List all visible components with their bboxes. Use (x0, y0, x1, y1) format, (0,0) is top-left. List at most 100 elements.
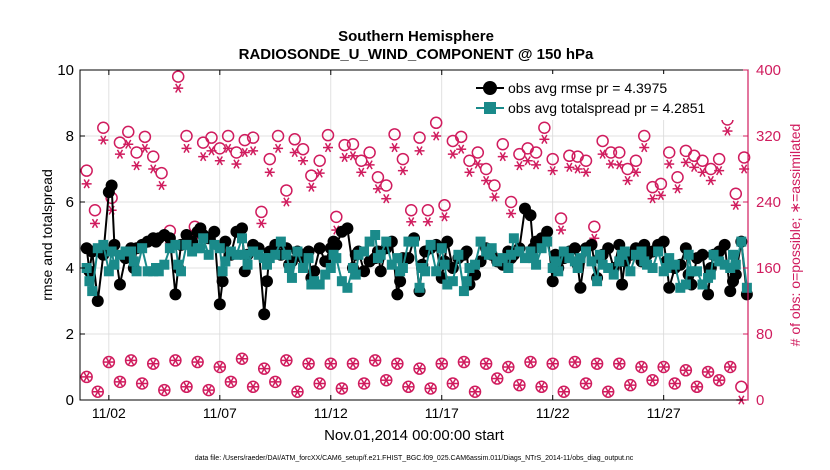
totalspread-point (195, 243, 206, 254)
obs-assimilated-marker (569, 357, 580, 367)
totalspread-point (669, 259, 680, 270)
totalspread-point (381, 236, 392, 247)
obs-assimilated-marker (669, 378, 680, 389)
totalspread-point (309, 276, 320, 287)
totalspread-point (464, 263, 475, 273)
obs-assimilated-marker (248, 382, 259, 392)
asterisk-stroke (671, 378, 678, 389)
totalspread-point (492, 256, 503, 267)
obs-assimilated-marker (431, 131, 442, 141)
asterisk-stroke (607, 159, 615, 169)
totalspread-point (614, 256, 625, 267)
obs-possible-marker (662, 146, 676, 159)
obs-possible-marker (371, 171, 385, 184)
obs-assimilated-marker (231, 159, 242, 169)
obs-assimilated-marker (672, 184, 683, 194)
asterisk-stroke (582, 378, 590, 389)
rmse-point (216, 275, 229, 288)
rmse-point (394, 275, 407, 288)
obs-possible-marker (468, 385, 482, 398)
obs-possible-marker (729, 187, 743, 200)
obs-possible-marker (158, 383, 171, 397)
totalspread-point (98, 239, 109, 250)
totalspread-point (564, 253, 575, 264)
asterisk-stroke (449, 378, 456, 389)
asterisk-stroke (616, 160, 623, 170)
asterisk-stroke (391, 142, 398, 153)
totalspread-point (370, 230, 381, 240)
asterisk-stroke (161, 385, 168, 395)
x-tick-label: 11/17 (425, 405, 459, 421)
obs-possible-marker (269, 375, 282, 389)
obs-possible-marker (613, 357, 626, 370)
y-axis-label: rmse and totalspread (39, 169, 55, 301)
obs-possible-marker (146, 357, 160, 370)
obs-assimilated-marker (314, 378, 325, 389)
obs-assimilated-marker (647, 194, 658, 204)
totalspread-point (303, 253, 314, 264)
obs-possible-marker (113, 136, 127, 149)
obs-possible-marker (357, 377, 371, 390)
asterisk-stroke (471, 387, 479, 397)
totalspread-point (630, 249, 641, 260)
obs-possible-marker (671, 171, 684, 184)
asterisk-stroke (527, 357, 534, 367)
totalspread-point (153, 266, 164, 277)
obs-possible-marker (690, 380, 704, 394)
totalspread-point (558, 246, 569, 257)
obs-possible-marker (113, 375, 127, 389)
obs-possible-marker (538, 121, 551, 134)
asterisk-stroke (227, 377, 235, 387)
obs-possible-marker (402, 380, 415, 394)
totalspread-point (708, 249, 719, 260)
obs-assimilated-marker (664, 159, 675, 169)
asterisk-stroke (372, 355, 379, 366)
obs-assimilated-marker (281, 197, 292, 207)
obs-assimilated-marker (547, 165, 558, 176)
asterisk-stroke (338, 383, 346, 394)
totalspread-point (442, 279, 453, 290)
totalspread-point (475, 236, 486, 247)
totalspread-point (642, 259, 653, 270)
totalspread-point (286, 272, 297, 283)
obs-possible-marker (571, 150, 584, 163)
obs-possible-marker (421, 204, 435, 217)
totalspread-point (386, 259, 397, 270)
totalspread-point (664, 253, 675, 264)
totalspread-point (420, 266, 431, 277)
asterisk-stroke (616, 359, 623, 369)
obs-possible-marker (463, 154, 476, 167)
totalspread-point (586, 256, 597, 267)
obs-possible-marker (629, 154, 643, 167)
asterisk-stroke (150, 359, 157, 369)
asterisk-stroke (682, 365, 690, 375)
obs-possible-marker (454, 130, 468, 144)
totalspread-point (575, 253, 586, 264)
obs-possible-marker (524, 355, 537, 369)
asterisk-stroke (541, 134, 548, 144)
totalspread-point (87, 286, 98, 297)
obs-assimilated-marker (181, 382, 192, 392)
obs-possible-marker (438, 199, 451, 212)
totalspread-point (453, 249, 464, 260)
totalspread-point (508, 233, 519, 244)
obs-assimilated-marker (339, 152, 350, 163)
asterisk-stroke (433, 131, 440, 141)
rmse-point (724, 285, 737, 298)
obs-assimilated-marker (492, 373, 503, 384)
obs-assimilated-marker (181, 143, 192, 154)
y-axis-right-label: # of obs: o=possible; ∗=assimilated (787, 124, 803, 347)
totalspread-point (431, 266, 442, 277)
obs-possible-marker (429, 116, 443, 130)
asterisk-stroke (327, 359, 334, 369)
obs-possible-marker (122, 125, 135, 139)
obs-assimilated-marker (137, 378, 148, 389)
obs-possible-marker (588, 220, 601, 233)
totalspread-point (198, 233, 209, 244)
obs-assimilated-marker (597, 149, 608, 159)
obs-possible-marker (205, 131, 218, 144)
totalspread-point (137, 243, 148, 254)
y-tick-label-right: 160 (756, 260, 781, 277)
totalspread-point (114, 249, 125, 260)
y-tick-label: 6 (66, 194, 74, 211)
